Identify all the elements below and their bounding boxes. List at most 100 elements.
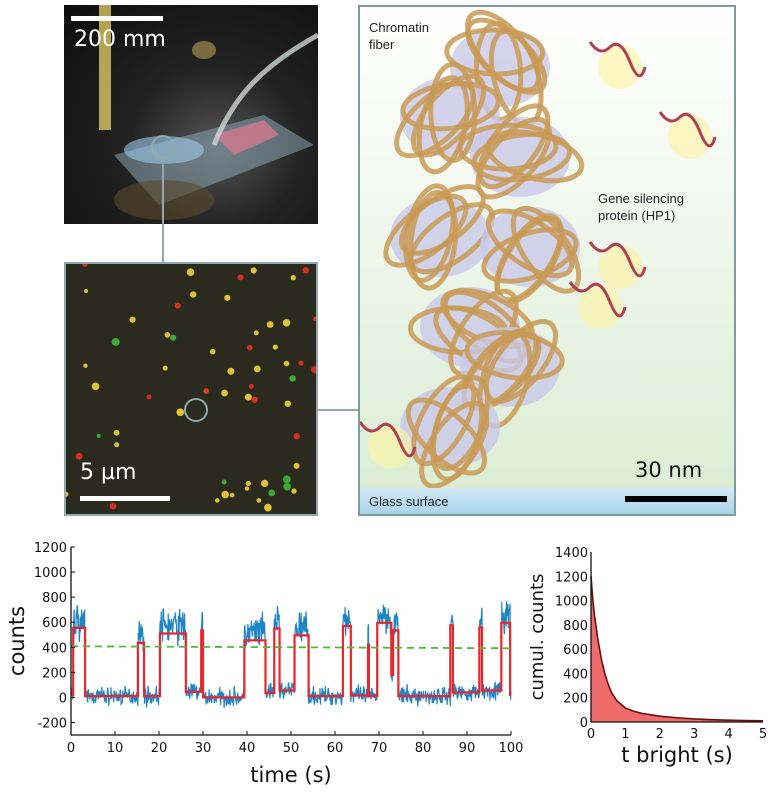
fluorescent-spot <box>146 394 152 400</box>
fluorescent-spot <box>289 375 296 382</box>
photo-scale-label: 200 mm <box>74 27 166 52</box>
y-tick-label: 600 <box>42 616 67 631</box>
y-tick-label: 1200 <box>34 541 67 556</box>
scale-bar <box>71 16 163 21</box>
fluorescent-spot <box>84 289 89 294</box>
fluorescent-spot <box>290 275 296 281</box>
fluorescent-spot <box>282 319 291 327</box>
fluorescent-spot <box>96 433 101 439</box>
fluorescent-spot <box>176 408 185 417</box>
fluorescent-spot <box>310 366 316 374</box>
x-tick-label: 100 <box>499 741 524 756</box>
fluorescent-spot <box>293 432 300 440</box>
fluorescent-spot <box>186 268 195 277</box>
zoom-circle-micrograph <box>184 398 208 422</box>
y-tick-label: 1200 <box>555 570 588 585</box>
fluorescent-spot <box>283 482 291 491</box>
x-tick-label: 60 <box>327 741 344 756</box>
chromatin-fiber-drawing <box>360 9 717 489</box>
fluorescent-spot <box>264 503 272 512</box>
step-fit-line <box>71 621 512 699</box>
hp1-protein <box>588 241 647 278</box>
dna-strand <box>411 374 477 467</box>
fluorescent-spot <box>246 344 253 351</box>
fluorescent-spot <box>283 360 290 367</box>
dna-strand <box>477 103 551 190</box>
dna-strand <box>405 397 488 476</box>
hp1-glow <box>598 245 642 289</box>
dna-strand <box>408 190 459 291</box>
fluorescent-spot <box>83 363 88 368</box>
fluorescence-micrograph: 5 µm <box>64 262 318 516</box>
dna-strand <box>419 400 490 489</box>
y-tick-label: 200 <box>563 692 588 707</box>
histogram-area <box>591 576 763 722</box>
fluorescent-spot <box>250 267 257 274</box>
x-tick-label: 5 <box>759 727 767 742</box>
dna-strand <box>465 17 548 95</box>
exponential-fit-line <box>590 576 764 722</box>
fluorescent-spot <box>293 462 300 469</box>
hp1-glow <box>368 425 412 469</box>
fluorescent-spot <box>253 330 259 336</box>
y-tick-label: 200 <box>42 666 67 681</box>
hp1-glow <box>598 45 642 89</box>
fluorescent-spot <box>221 389 228 397</box>
y-axis-title: counts <box>5 606 29 676</box>
fluorescent-spot <box>229 492 235 498</box>
dna-strand <box>403 183 456 283</box>
hp1-protein <box>360 421 417 458</box>
x-tick-label: 20 <box>151 741 168 756</box>
fluorescent-spot <box>174 302 181 309</box>
fluorescent-spot <box>162 365 168 371</box>
fluorescent-spot <box>244 393 252 401</box>
protein-label-line1: Gene silencing <box>598 191 684 206</box>
y-tick-label: 1000 <box>555 595 588 610</box>
y-tick-label: 0 <box>59 691 67 706</box>
fluorescent-spot <box>248 383 254 389</box>
chromatin-label-line1: Chromatin <box>369 20 429 35</box>
glass-surface: Glass surface <box>360 488 734 514</box>
fluorescent-spot <box>113 429 120 436</box>
y-tick-label: 600 <box>563 643 588 658</box>
x-tick-label: 0 <box>587 727 595 742</box>
fluorescent-spot <box>129 316 136 323</box>
fluorescent-spot <box>221 479 227 485</box>
fluorescent-spot <box>221 490 230 499</box>
x-tick-label: 30 <box>195 741 212 756</box>
hp1-glow <box>578 285 622 329</box>
fluorescent-spot <box>91 382 100 391</box>
fluorescent-spot <box>261 479 269 488</box>
hp1-protein <box>568 281 627 318</box>
x-tick-label: 4 <box>724 727 732 742</box>
fluorescent-spot <box>245 480 251 487</box>
chromatin-illustration: Chromatin fiber Gene silencing protein (… <box>358 5 736 516</box>
micrograph-scale-label: 5 µm <box>80 460 137 485</box>
fluorescent-spot <box>189 291 197 298</box>
x-axis-title: time (s) <box>250 763 331 787</box>
chromatin-label: Chromatin fiber <box>369 19 429 53</box>
x-tick-label: 70 <box>371 741 388 756</box>
x-tick-label: 0 <box>67 741 75 756</box>
dna-strand <box>410 73 487 158</box>
fluorescent-spot <box>109 502 117 510</box>
y-tick-label: 1000 <box>34 566 67 581</box>
chromatin-label-line2: fiber <box>369 37 395 52</box>
x-tick-label: 90 <box>459 741 476 756</box>
fluorescent-spot <box>111 337 120 346</box>
threshold-line <box>70 645 512 650</box>
hp1-glow <box>668 115 712 159</box>
fluorescent-spot <box>298 360 304 366</box>
fluorescence-spots <box>66 264 316 512</box>
fluorescent-spot <box>253 365 261 373</box>
x-tick-label: 2 <box>656 727 664 742</box>
x-tick-label: 3 <box>690 727 698 742</box>
fluorescent-spot <box>256 498 262 503</box>
y-tick-label: 0 <box>580 716 588 731</box>
y-tick-label: 1400 <box>555 546 588 561</box>
dna-strand <box>485 208 575 279</box>
fluorescent-spot <box>244 486 250 491</box>
dna-strand <box>464 330 565 381</box>
fluorescent-spot <box>266 321 274 328</box>
